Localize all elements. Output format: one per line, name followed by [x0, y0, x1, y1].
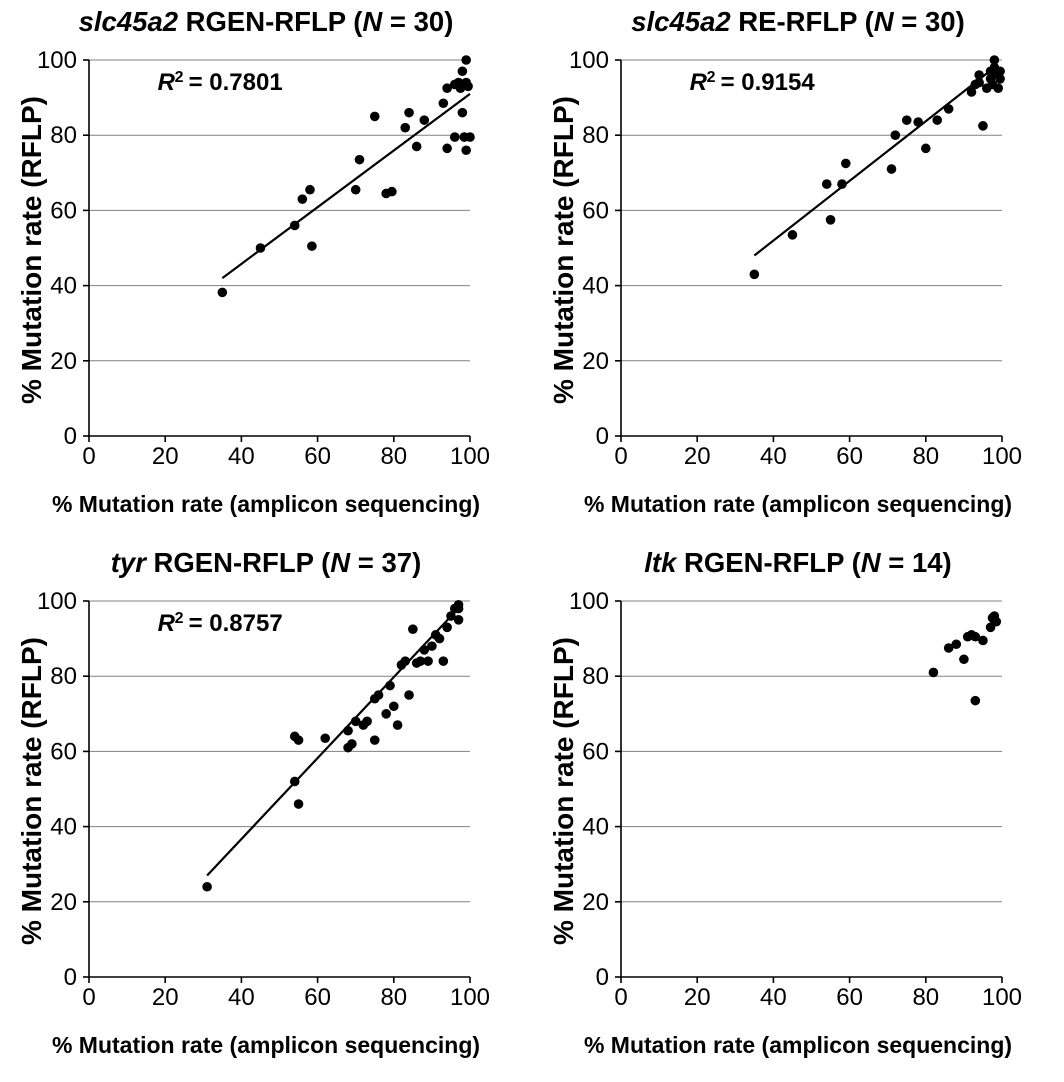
svg-text:0: 0 — [614, 443, 627, 470]
svg-text:20: 20 — [582, 348, 609, 375]
svg-text:60: 60 — [836, 984, 863, 1011]
svg-text:0: 0 — [64, 423, 77, 450]
svg-text:60: 60 — [582, 738, 609, 765]
svg-text:80: 80 — [50, 122, 77, 149]
svg-text:0: 0 — [614, 984, 627, 1011]
svg-text:2: 2 — [175, 69, 184, 86]
svg-text:60: 60 — [836, 443, 863, 470]
svg-text:100: 100 — [982, 984, 1022, 1011]
svg-text:40: 40 — [582, 814, 609, 841]
svg-text:60: 60 — [304, 443, 331, 470]
svg-text:40: 40 — [50, 273, 77, 300]
svg-text:= 0.7801: = 0.7801 — [189, 69, 283, 96]
svg-text:60: 60 — [582, 197, 609, 224]
svg-text:80: 80 — [380, 984, 407, 1011]
svg-text:R: R — [158, 69, 176, 96]
svg-text:60: 60 — [50, 197, 77, 224]
svg-text:40: 40 — [582, 273, 609, 300]
svg-text:20: 20 — [50, 348, 77, 375]
svg-text:R: R — [690, 69, 708, 96]
svg-text:40: 40 — [228, 984, 255, 1011]
svg-text:20: 20 — [50, 889, 77, 916]
svg-text:20: 20 — [152, 443, 179, 470]
svg-text:0: 0 — [596, 964, 609, 991]
svg-text:80: 80 — [380, 443, 407, 470]
svg-text:0: 0 — [64, 964, 77, 991]
svg-text:100: 100 — [450, 984, 490, 1011]
svg-text:100: 100 — [569, 47, 609, 74]
svg-text:0: 0 — [596, 423, 609, 450]
svg-text:20: 20 — [152, 984, 179, 1011]
svg-text:100: 100 — [37, 588, 77, 615]
svg-text:80: 80 — [582, 122, 609, 149]
svg-text:100: 100 — [569, 588, 609, 615]
svg-text:100: 100 — [37, 47, 77, 74]
svg-text:2: 2 — [175, 610, 184, 627]
svg-text:40: 40 — [760, 984, 787, 1011]
svg-text:20: 20 — [582, 889, 609, 916]
svg-text:100: 100 — [982, 443, 1022, 470]
svg-text:60: 60 — [50, 738, 77, 765]
svg-text:80: 80 — [912, 984, 939, 1011]
svg-text:80: 80 — [50, 663, 77, 690]
svg-text:40: 40 — [760, 443, 787, 470]
svg-text:0: 0 — [82, 984, 95, 1011]
svg-text:2: 2 — [707, 69, 716, 86]
svg-text:80: 80 — [582, 663, 609, 690]
svg-text:= 0.8757: = 0.8757 — [189, 610, 283, 637]
svg-text:40: 40 — [228, 443, 255, 470]
svg-text:0: 0 — [82, 443, 95, 470]
svg-text:80: 80 — [912, 443, 939, 470]
svg-text:60: 60 — [304, 984, 331, 1011]
svg-text:40: 40 — [50, 814, 77, 841]
svg-text:100: 100 — [450, 443, 490, 470]
svg-text:20: 20 — [684, 443, 711, 470]
svg-text:= 0.9154: = 0.9154 — [721, 69, 816, 96]
svg-text:20: 20 — [684, 984, 711, 1011]
svg-text:R: R — [158, 610, 176, 637]
